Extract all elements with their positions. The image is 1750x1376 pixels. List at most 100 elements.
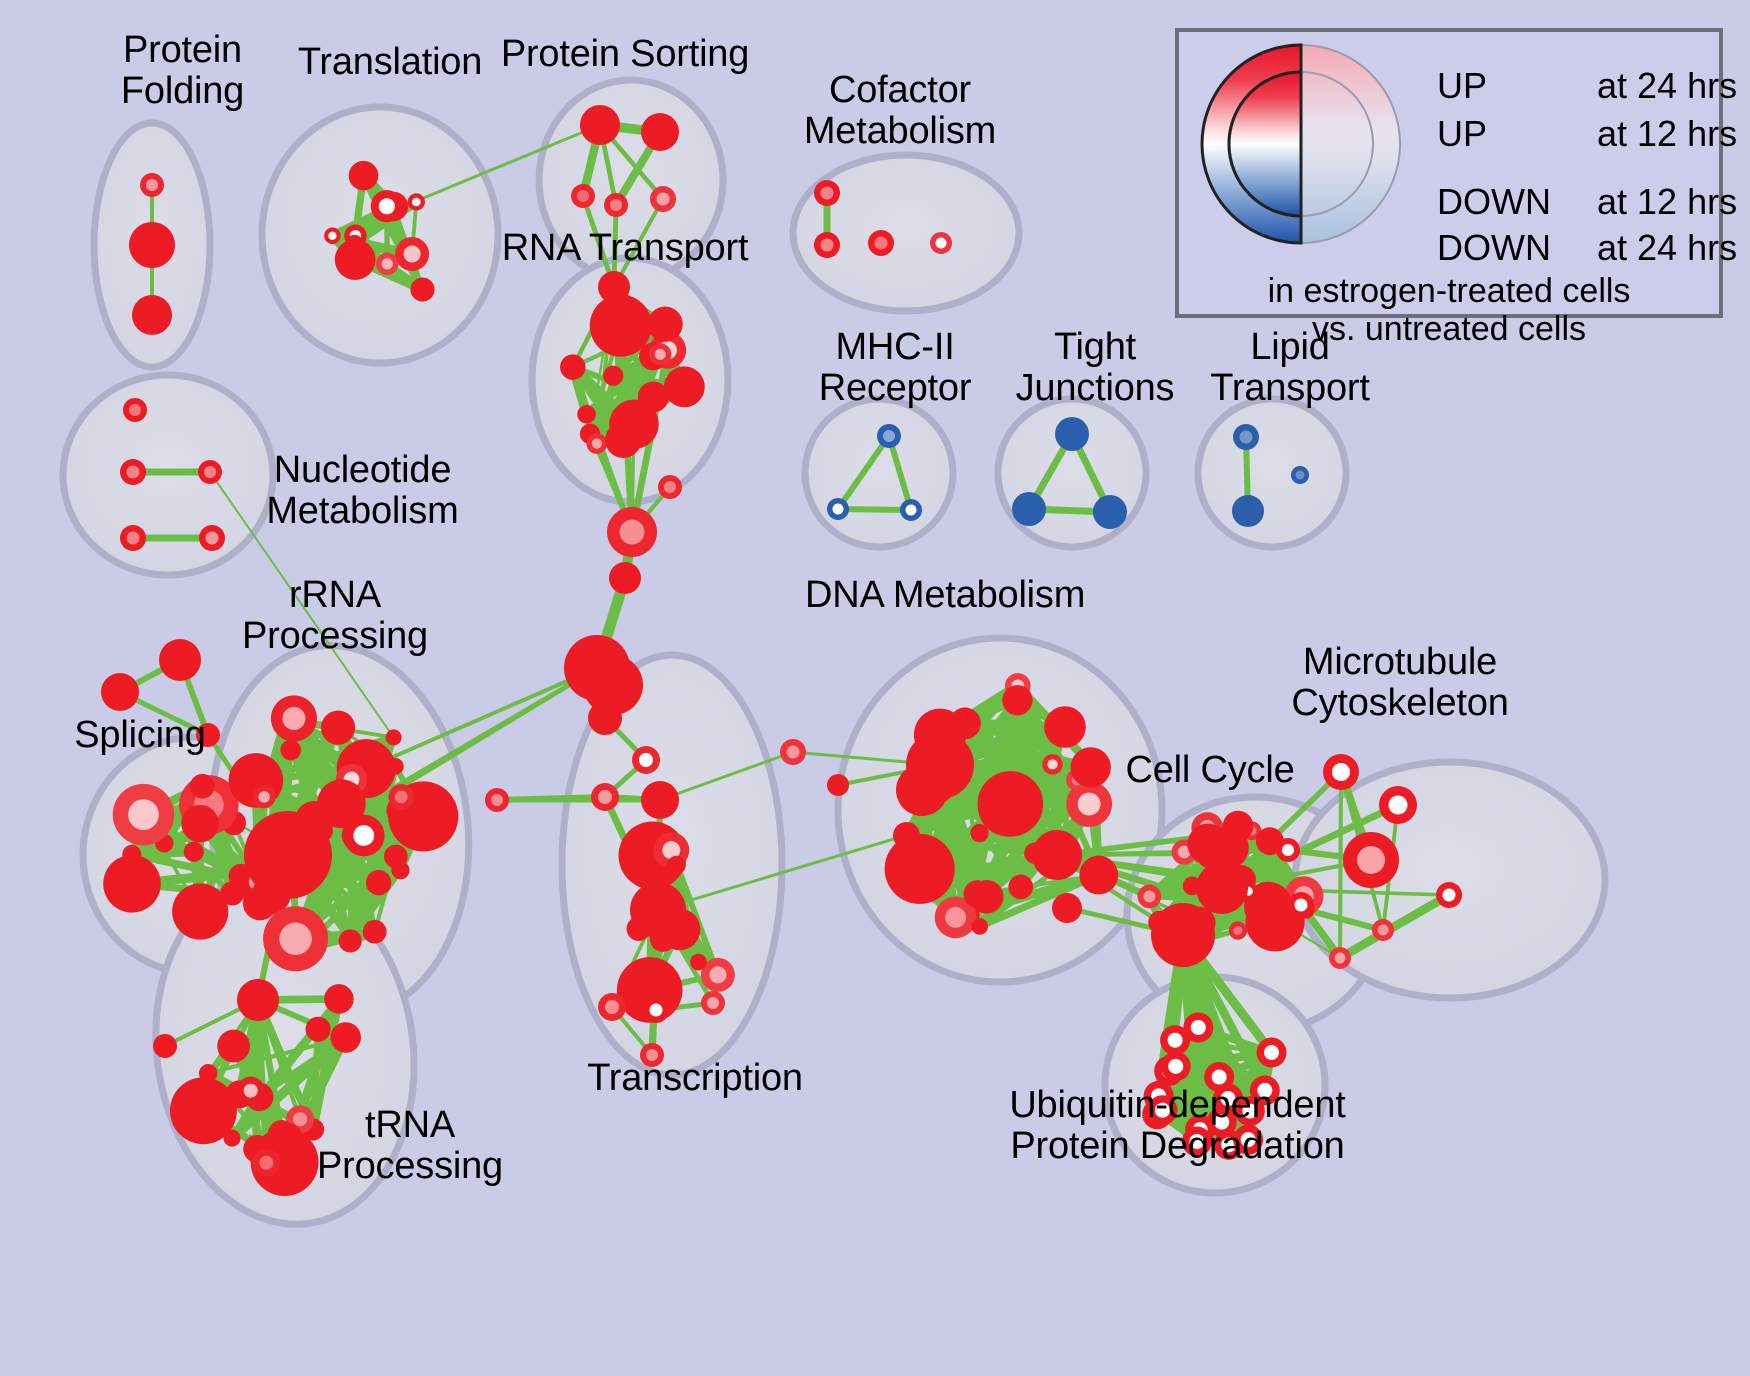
network-node bbox=[1291, 466, 1309, 484]
network-node bbox=[1042, 754, 1063, 775]
network-node bbox=[1082, 757, 1109, 783]
network-node bbox=[280, 739, 301, 761]
network-node bbox=[270, 695, 317, 742]
network-node bbox=[103, 854, 161, 913]
network-node bbox=[827, 498, 849, 520]
network-node bbox=[305, 1016, 331, 1042]
legend-time-2: at 12 hrs bbox=[1597, 181, 1738, 222]
network-node bbox=[362, 919, 387, 944]
network-node bbox=[609, 400, 657, 447]
network-node bbox=[641, 113, 679, 151]
network-node bbox=[274, 1123, 303, 1152]
network-node bbox=[930, 232, 952, 254]
legend-time-0: at 24 hrs bbox=[1597, 65, 1738, 106]
network-edge bbox=[254, 996, 286, 1138]
network-node bbox=[120, 459, 146, 485]
network-node bbox=[129, 222, 175, 268]
network-node bbox=[814, 180, 840, 206]
network-node bbox=[123, 398, 147, 422]
network-node bbox=[410, 277, 435, 302]
network-node bbox=[663, 366, 705, 408]
network-node bbox=[1008, 874, 1034, 900]
network-node bbox=[589, 294, 652, 357]
network-node bbox=[183, 841, 204, 862]
network-node bbox=[334, 239, 376, 280]
network-node bbox=[101, 673, 139, 711]
network-edge bbox=[580, 193, 617, 290]
network-node bbox=[391, 861, 410, 880]
legend-direction-1: UP bbox=[1437, 113, 1488, 154]
network-edge bbox=[347, 867, 404, 944]
network-edge bbox=[835, 433, 892, 512]
network-node bbox=[827, 774, 849, 796]
network-node bbox=[189, 773, 215, 799]
network-node bbox=[900, 499, 922, 521]
network-node bbox=[169, 1077, 237, 1145]
network-node bbox=[198, 460, 222, 484]
network-edge bbox=[658, 750, 795, 802]
network-node bbox=[365, 869, 392, 896]
network-node bbox=[237, 979, 279, 1021]
network-node bbox=[324, 984, 354, 1014]
network-node bbox=[1055, 417, 1089, 451]
blob-mhc-ii-receptor bbox=[801, 395, 957, 551]
network-node bbox=[586, 433, 608, 454]
network-node bbox=[1160, 1051, 1191, 1082]
network-node bbox=[1093, 495, 1127, 529]
network-node bbox=[485, 788, 509, 812]
network-node bbox=[1233, 424, 1259, 450]
network-node bbox=[252, 785, 276, 809]
network-node bbox=[650, 186, 676, 212]
network-node bbox=[700, 957, 735, 992]
network-node bbox=[346, 234, 363, 252]
network-node bbox=[690, 953, 707, 971]
legend-time-3: at 24 hrs bbox=[1597, 227, 1738, 268]
network-node bbox=[1232, 495, 1264, 527]
network-node bbox=[252, 1148, 281, 1177]
legend-color-wheel-icon bbox=[1200, 43, 1401, 245]
network-node bbox=[1204, 1062, 1235, 1093]
network-edge bbox=[255, 997, 303, 1122]
legend-footer-line-1: in estrogen-treated cells bbox=[1267, 272, 1631, 310]
network-nodes bbox=[101, 105, 1462, 1196]
blob-lipid-transport bbox=[1194, 395, 1350, 551]
network-node bbox=[324, 227, 341, 245]
network-node bbox=[560, 354, 586, 380]
network-edge bbox=[1014, 697, 1060, 858]
network-node bbox=[598, 993, 626, 1021]
network-node bbox=[1002, 685, 1033, 716]
network-node bbox=[591, 783, 619, 811]
network-node bbox=[153, 1034, 177, 1058]
network-node bbox=[348, 160, 379, 191]
network-node bbox=[330, 1022, 361, 1053]
network-node bbox=[667, 855, 686, 875]
network-edge bbox=[612, 197, 665, 289]
network-node bbox=[649, 343, 672, 366]
network-node bbox=[132, 295, 172, 335]
network-node bbox=[658, 475, 682, 499]
network-node bbox=[1044, 706, 1086, 748]
network-edge bbox=[1335, 890, 1454, 963]
network-node bbox=[395, 236, 430, 272]
network-node bbox=[963, 880, 992, 908]
network-node bbox=[120, 525, 146, 551]
network-node bbox=[1372, 919, 1394, 941]
network-node bbox=[1256, 1037, 1287, 1068]
network-node bbox=[814, 232, 840, 258]
network-node bbox=[970, 823, 989, 843]
network-node bbox=[387, 758, 404, 775]
legend-footer-line-2: vs. untreated cells bbox=[1311, 310, 1587, 348]
network-edge bbox=[886, 433, 914, 513]
network-node bbox=[1151, 903, 1215, 967]
network-node bbox=[877, 424, 901, 448]
network-node bbox=[385, 729, 402, 746]
network-node bbox=[375, 252, 399, 276]
network-node bbox=[223, 1129, 241, 1147]
network-node bbox=[342, 814, 385, 857]
network-node bbox=[1276, 838, 1300, 862]
network-node bbox=[122, 844, 142, 864]
network-node bbox=[172, 883, 229, 940]
network-edge bbox=[835, 506, 914, 513]
network-node bbox=[868, 230, 894, 256]
